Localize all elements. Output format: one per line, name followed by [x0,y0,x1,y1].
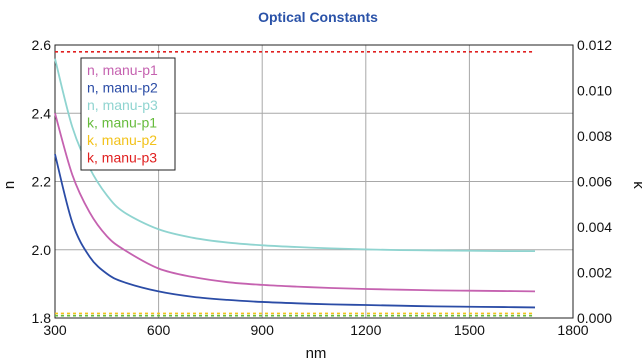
legend-entry: n, manu-p3 [87,97,158,113]
x-tick-labels: 300 600 900 1200 1500 1800 [43,322,588,338]
y-right-tick-label: 0.006 [577,174,612,190]
x-tick-label: 1200 [350,322,381,338]
x-tick-label: 600 [147,322,171,338]
y-right-tick-label: 0.002 [577,265,612,281]
legend: n, manu-p1 n, manu-p2n, manu-p3 k, manu-p1… [80,57,176,171]
legend-entry: k, manu-p1 [87,115,157,131]
y-left-tick-labels: 1.8 2.0 2.2 2.4 2.6 [32,37,52,326]
chart-title: Optical Constants [258,9,378,25]
y-right-tick-label: 0.004 [577,219,612,235]
x-tick-label: 900 [251,322,275,338]
y-left-tick-label: 2.6 [32,37,52,53]
legend-entry: n, manu-p2 [87,80,158,96]
y-right-tick-label: 0.000 [577,310,612,326]
y-left-tick-label: 1.8 [32,310,52,326]
y-left-tick-label: 2.0 [32,242,52,258]
y-left-axis-label: n [1,181,18,189]
x-axis-label: nm [306,345,327,362]
legend-entry: k, manu-p2 [87,132,157,148]
series-line-n-manu-p3 [54,58,536,253]
legend-box [80,57,176,171]
y-right-axis-label: k [630,181,642,189]
y-right-tick-label: 0.010 [577,83,612,99]
series-lines [54,51,536,317]
legend-entry: n, manu-p1 [87,62,158,78]
y-right-tick-label: 0.012 [577,37,612,53]
x-tick-label: 1800 [557,322,588,338]
series-line-n-manu-p1 [54,113,536,293]
y-left-tick-label: 2.2 [32,174,52,190]
y-right-tick-labels: 0.000 0.002 0.004 0.006 0.008 0.010 0.012 [577,37,612,326]
legend-entry: k, manu-p3 [87,150,157,166]
series-line-n-manu-p2 [54,153,536,309]
x-tick-label: 300 [43,322,67,338]
y-right-tick-label: 0.008 [577,128,612,144]
y-left-tick-label: 2.4 [32,105,52,121]
x-tick-label: 1500 [454,322,485,338]
plot-frame [54,44,574,319]
